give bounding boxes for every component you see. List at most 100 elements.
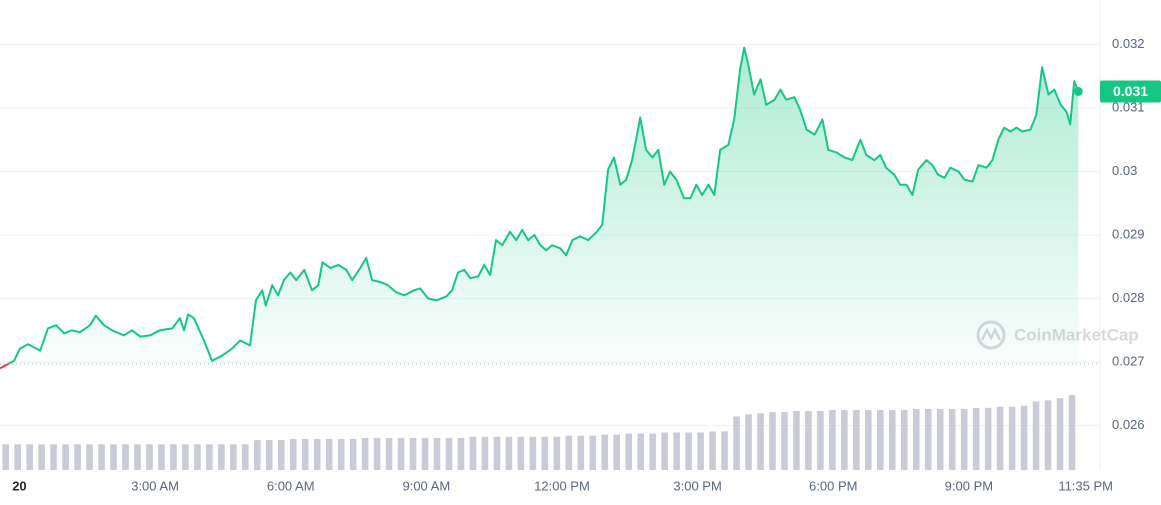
- x-tick-label: 3:00 PM: [673, 478, 721, 493]
- volume-bar: [230, 444, 237, 470]
- volume-bar: [373, 437, 381, 470]
- volume-bar: [781, 412, 788, 470]
- volume-bar: [1032, 401, 1040, 470]
- volume-bar: [936, 408, 944, 470]
- y-tick-label: 0.031: [1112, 99, 1145, 114]
- volume-bar: [26, 444, 33, 470]
- volume-bar: [433, 437, 441, 470]
- x-tick-label: 9:00 AM: [402, 478, 450, 493]
- volume-bar: [877, 410, 884, 470]
- volume-bar: [1008, 406, 1016, 470]
- x-tick-label: 6:00 PM: [809, 478, 857, 493]
- volume-bar: [301, 438, 309, 470]
- volume-bar: [253, 440, 261, 470]
- volume-bar: [553, 436, 561, 470]
- volume-bar: [924, 408, 932, 470]
- volume-bar: [265, 440, 273, 470]
- volume-bar: [182, 444, 189, 470]
- volume-bar: [984, 407, 992, 470]
- volume-bar: [841, 410, 848, 470]
- volume-bar: [421, 437, 429, 470]
- volume-bar: [505, 436, 513, 470]
- x-tick-label: 6:00 AM: [267, 478, 315, 493]
- volume-bar: [194, 444, 201, 470]
- price-badge-label: 0.031: [1113, 83, 1148, 99]
- volume-bar: [2, 444, 9, 470]
- volume-bar: [613, 434, 621, 470]
- volume-bar: [649, 433, 656, 470]
- y-tick-label: 0.027: [1112, 353, 1145, 368]
- volume-bar: [385, 437, 393, 470]
- y-tick-label: 0.032: [1112, 36, 1145, 51]
- volume-bar: [888, 410, 896, 470]
- y-tick-label: 0.028: [1112, 290, 1145, 305]
- volume-bar: [673, 432, 680, 470]
- area-fill: [0, 47, 1079, 364]
- watermark-text: CoinMarketCap: [1014, 325, 1139, 344]
- volume-bar: [972, 407, 980, 470]
- y-tick-label: 0.026: [1112, 417, 1145, 432]
- price-badge: [1100, 80, 1161, 103]
- volume-bar: [541, 436, 549, 470]
- volume-bar: [529, 436, 537, 470]
- volume-bar: [170, 444, 177, 470]
- x-tick-label: 12:00 PM: [534, 478, 590, 493]
- volume-bar: [277, 440, 285, 470]
- volume-bar: [86, 444, 93, 470]
- watermark: CoinMarketCap: [976, 320, 1139, 350]
- volume-bar: [721, 431, 728, 470]
- last-point: [1073, 86, 1083, 96]
- volume-bar: [50, 444, 57, 470]
- volume-bar: [793, 411, 800, 470]
- price-line: [0, 46, 1080, 370]
- y-tick-label: 0.03: [1112, 163, 1137, 178]
- volume-bar: [146, 444, 153, 470]
- volume-bar: [493, 436, 501, 470]
- volume-bar: [601, 434, 609, 470]
- volume-bar: [912, 408, 920, 470]
- volume-bar: [206, 444, 213, 470]
- volume-bar: [218, 444, 225, 470]
- volume-bar: [1044, 400, 1052, 470]
- volume-bar: [289, 438, 297, 470]
- volume-bar: [517, 436, 525, 470]
- x-tick-label: 11:35 PM: [1058, 478, 1113, 493]
- volume-bar: [98, 444, 105, 470]
- volume-bar: [110, 444, 117, 470]
- volume-bar: [817, 411, 824, 470]
- volume-bar: [637, 433, 644, 470]
- volume-bar: [757, 413, 764, 470]
- volume-bar: [661, 432, 668, 470]
- volume-bar: [481, 436, 489, 470]
- volume-bar: [134, 444, 141, 470]
- volume-bar: [960, 408, 968, 470]
- volume-bar: [805, 411, 812, 470]
- volume-bar: [1056, 398, 1064, 470]
- volume-bar: [1020, 405, 1028, 470]
- volume-bar: [445, 437, 453, 470]
- volume-bar: [313, 438, 321, 470]
- volume-bar: [1068, 395, 1076, 470]
- x-tick-label: 9:00 PM: [945, 478, 993, 493]
- volume-bar: [409, 437, 417, 470]
- volume-bar: [733, 416, 740, 470]
- volume-bar: [469, 436, 477, 470]
- volume-bar: [853, 410, 860, 470]
- volume-bar: [865, 410, 872, 470]
- x-tick-label: 20: [12, 478, 26, 493]
- volume-bar: [565, 435, 573, 470]
- volume-bar: [589, 435, 597, 470]
- volume-bar: [349, 438, 357, 470]
- y-tick-label: 0.029: [1112, 226, 1145, 241]
- volume-bar: [685, 432, 692, 470]
- volume-bar: [14, 444, 21, 470]
- x-tick-label: 3:00 AM: [131, 478, 179, 493]
- volume-bar: [74, 444, 81, 470]
- volume-bar: [242, 444, 249, 470]
- volume-bar: [697, 432, 704, 470]
- volume-bar: [158, 444, 165, 470]
- volume-bar: [829, 410, 836, 470]
- volume-bar: [337, 438, 345, 470]
